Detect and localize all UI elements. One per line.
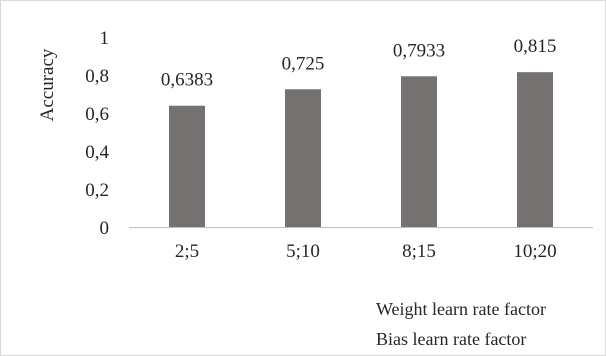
y-tick-label: 0: [100, 218, 110, 239]
x-tick-label: 5;10: [286, 241, 320, 262]
bar-5-10: [285, 89, 321, 227]
legend-line-bias: Bias learn rate factor: [376, 329, 526, 349]
y-tick-label: 0,8: [85, 66, 109, 87]
data-label: 0,6383: [161, 70, 213, 91]
y-axis-title: Accuracy: [37, 48, 58, 121]
y-tick-label: 0,2: [85, 180, 109, 201]
y-axis-ticks: 0 0,2 0,4 0,6 0,8 1: [85, 28, 109, 239]
y-tick-label: 0,6: [85, 104, 109, 125]
legend-line-weight: Weight learn rate factor: [376, 299, 546, 319]
x-axis-ticks: 2;5 5;10 8;15 10;20: [175, 241, 557, 262]
x-tick-label: 10;20: [513, 241, 556, 262]
data-label: 0,725: [282, 53, 325, 74]
bars: [169, 72, 553, 228]
data-label: 0,815: [514, 36, 557, 57]
data-labels: 0,6383 0,725 0,7933 0,815: [161, 36, 557, 91]
y-tick-label: 1: [100, 28, 110, 49]
bar-8-15: [401, 76, 437, 227]
x-tick-label: 2;5: [175, 241, 199, 262]
bar-2-5: [169, 105, 205, 227]
x-tick-label: 8;15: [402, 241, 436, 262]
bar-10-20: [517, 72, 553, 228]
data-label: 0,7933: [393, 40, 445, 61]
y-tick-label: 0,4: [85, 142, 109, 163]
